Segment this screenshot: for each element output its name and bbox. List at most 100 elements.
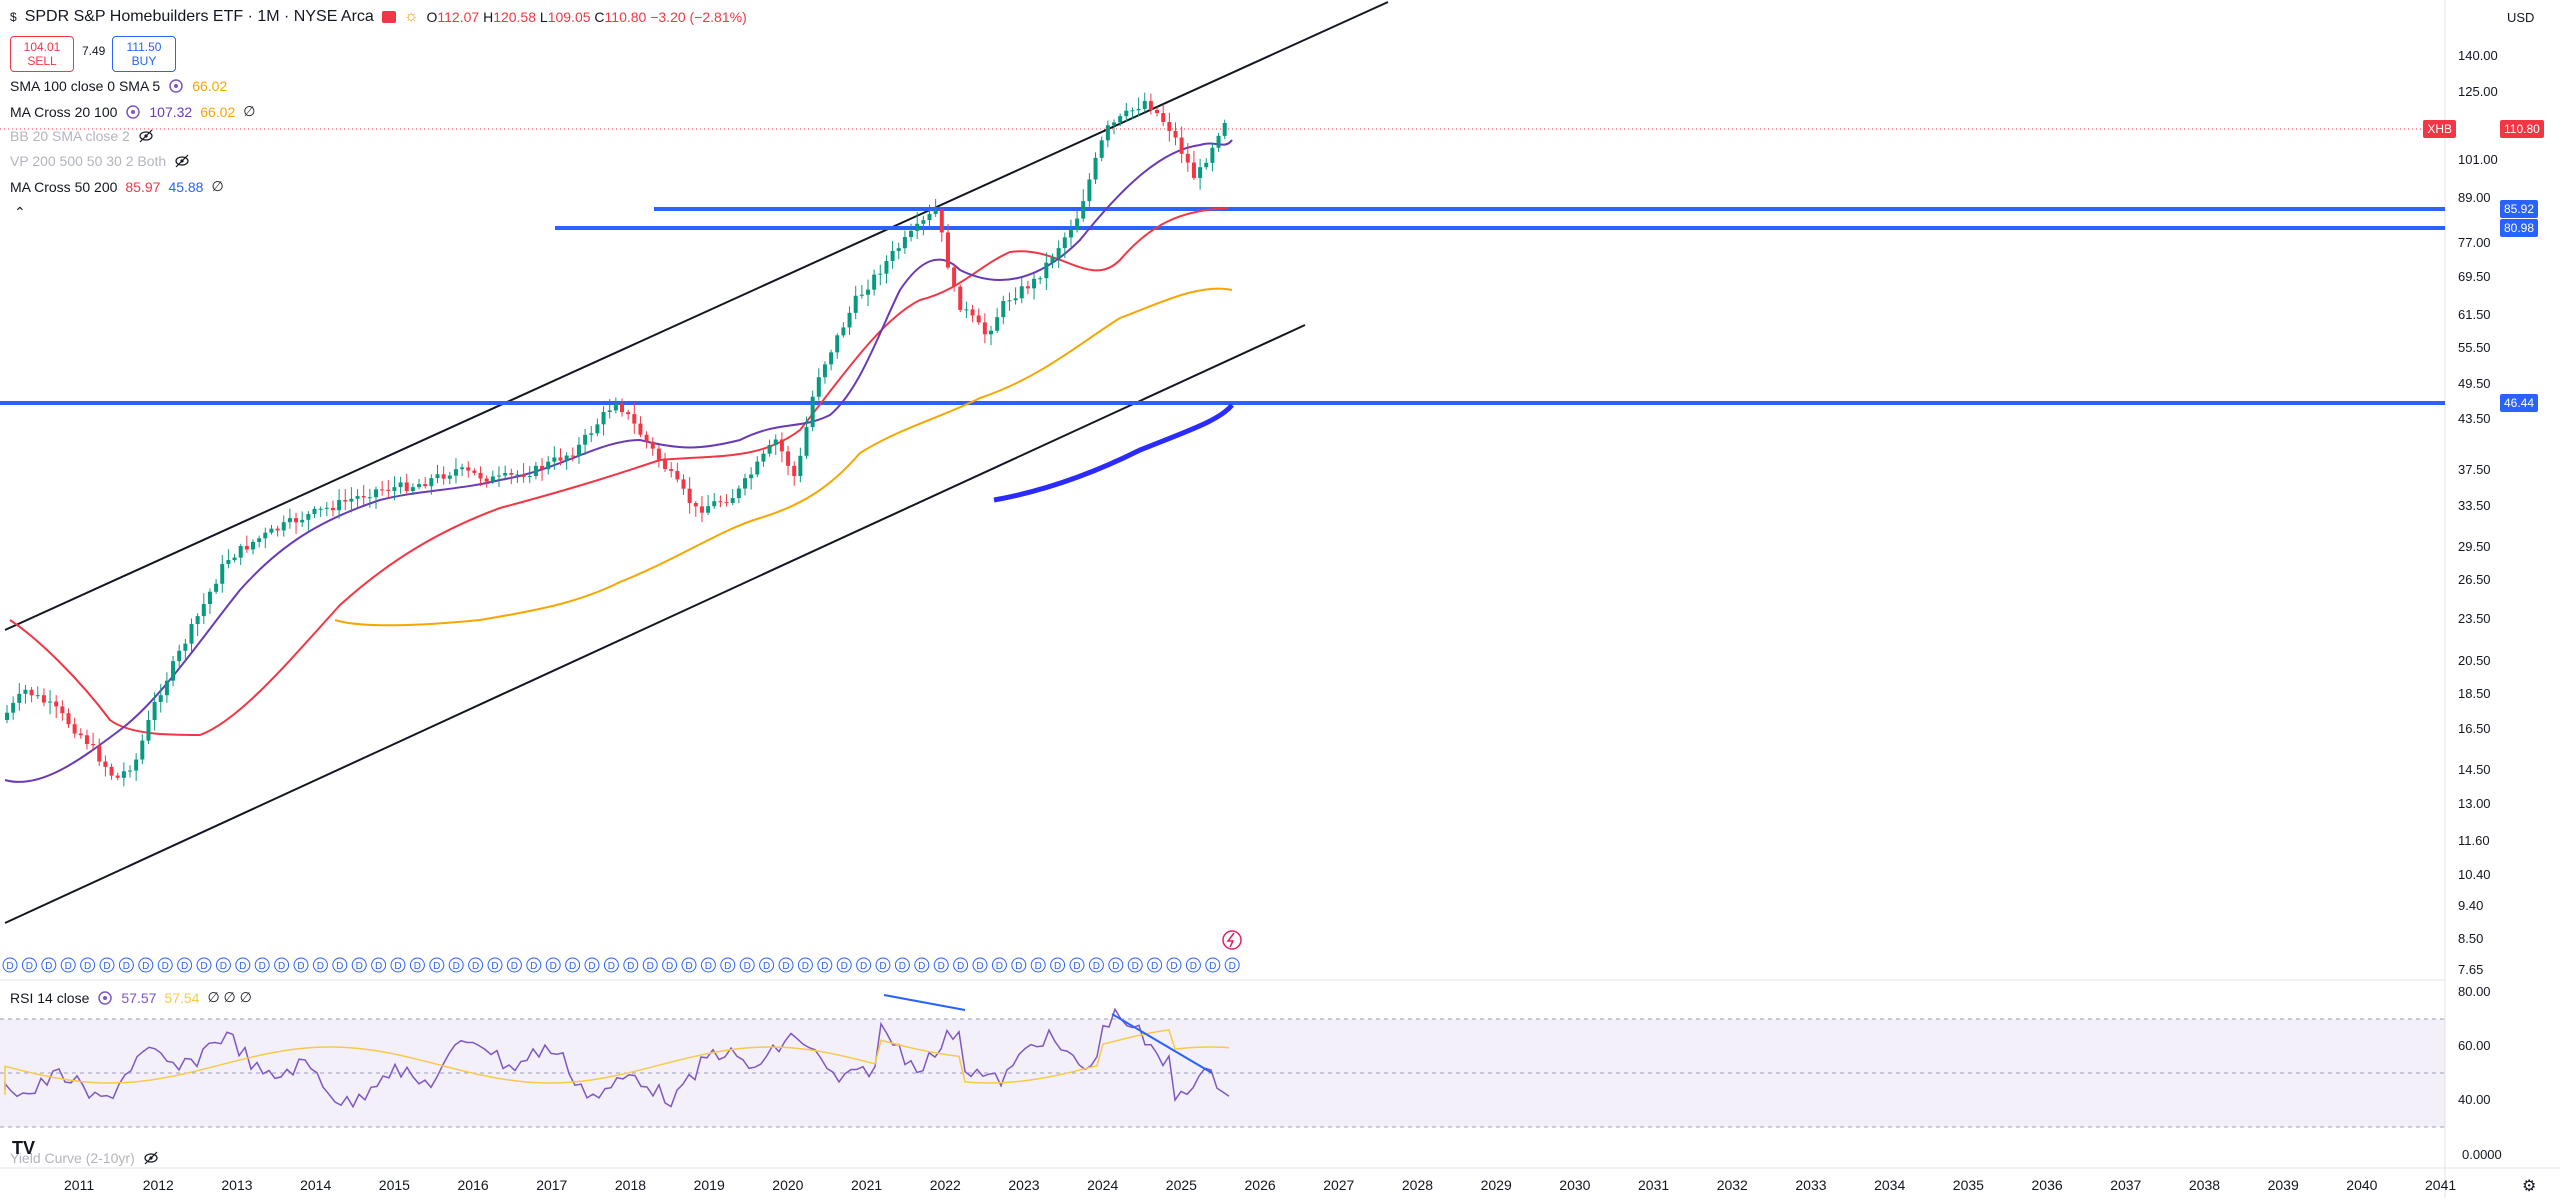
candle-body	[97, 745, 102, 762]
candle-body	[1007, 300, 1012, 302]
candle-body	[1050, 257, 1055, 263]
candle-body	[1130, 110, 1135, 112]
high-value: 120.58	[493, 9, 537, 25]
candle-body	[78, 733, 83, 736]
candle-body	[337, 500, 342, 511]
candle-body	[718, 501, 723, 503]
currency-label[interactable]: USD	[2507, 10, 2535, 25]
indicator-legend-sma100[interactable]: SMA 100 close 0 SMA 5 66.02	[10, 78, 227, 94]
candle-body	[244, 546, 249, 550]
candle-body	[884, 261, 889, 274]
candle-body	[72, 724, 77, 734]
settings-gear-icon[interactable]: ⚙	[2522, 1178, 2537, 1195]
candle-body	[822, 364, 827, 378]
candle-body	[761, 453, 766, 462]
candle-body	[312, 508, 317, 514]
sell-button[interactable]: 104.01 SELL	[10, 36, 74, 72]
year-label: 2030	[1559, 1177, 1591, 1193]
dividend-marker-label: D	[142, 961, 149, 972]
yield-curve-legend[interactable]: Yield Curve (2-10yr)	[10, 1150, 159, 1166]
dividend-marker-icon	[565, 957, 581, 973]
candle-body	[453, 469, 458, 476]
dividend-marker-icon	[506, 957, 522, 973]
dividend-marker-label: D	[162, 961, 169, 972]
indicator-legend-bb[interactable]: BB 20 SMA close 2	[10, 128, 154, 144]
candle-body	[1019, 286, 1024, 299]
rsi-legend[interactable]: RSI 14 close 57.57 57.54 ∅ ∅ ∅	[10, 989, 252, 1006]
candle-body	[435, 474, 440, 479]
candle-body	[404, 482, 409, 492]
dividend-marker-label: D	[1151, 961, 1158, 972]
candle-body	[103, 761, 108, 767]
candle-body	[1118, 116, 1123, 123]
eye-off-icon[interactable]	[138, 128, 154, 144]
year-label: 2041	[2425, 1177, 2457, 1193]
dividend-marker-icon	[157, 957, 173, 973]
candle-body	[201, 603, 206, 617]
indicator-value: 45.88	[168, 178, 204, 195]
collapse-legend-chevron-icon[interactable]: ⌃	[14, 204, 26, 220]
candle-body	[663, 459, 668, 470]
candle-body	[1155, 109, 1160, 114]
candle-body	[915, 223, 920, 231]
candle-body	[521, 474, 526, 477]
dividend-marker-label: D	[1190, 961, 1197, 972]
dividend-marker-label: D	[1112, 961, 1119, 972]
indicator-value: ∅	[243, 103, 256, 119]
candle-body	[607, 410, 612, 412]
rsi-value: 57.57	[121, 989, 157, 1006]
eye-icon[interactable]	[125, 104, 141, 120]
candle-body	[1148, 100, 1153, 110]
dividend-marker-icon	[759, 957, 775, 973]
indicator-legend-macross50[interactable]: MA Cross 50 200 85.97 45.88 ∅	[10, 178, 224, 195]
candle-body	[650, 441, 655, 449]
indicator-name: BB 20 SMA close 2	[10, 128, 130, 144]
flash-icon	[1222, 930, 1242, 950]
dividend-marker-icon	[797, 957, 813, 973]
year-label: 2032	[1716, 1177, 1748, 1193]
eye-off-icon[interactable]	[174, 153, 190, 169]
dividend-marker-label: D	[453, 961, 460, 972]
candle-body	[251, 541, 255, 550]
indicator-name: VP 200 500 50 30 2 Both	[10, 153, 167, 169]
year-label: 2028	[1401, 1177, 1434, 1193]
dividend-marker-label: D	[278, 961, 285, 972]
eye-icon[interactable]	[168, 78, 184, 94]
year-label: 2016	[457, 1177, 489, 1193]
flag-icon[interactable]	[381, 11, 396, 23]
dividend-marker-label: D	[6, 961, 13, 972]
dividend-marker-label: D	[588, 961, 595, 972]
indicator-legend-macross20[interactable]: MA Cross 20 100 107.32 66.02 ∅	[10, 103, 255, 120]
buy-button[interactable]: 111.50 BUY	[112, 36, 176, 72]
candle-body	[423, 484, 428, 487]
channel-upper-line	[4, 1, 1389, 631]
candle-body	[140, 740, 145, 760]
dividend-marker-label: D	[550, 961, 557, 972]
candle-body	[681, 479, 686, 489]
eye-icon[interactable]	[97, 990, 113, 1006]
dividend-marker-label: D	[472, 961, 479, 972]
tradingview-logo[interactable]: TV	[12, 1138, 36, 1158]
dollar-icon: $	[10, 10, 17, 24]
price-axis-label: 16.50	[2458, 721, 2491, 736]
indicator-name: MA Cross 50 200	[10, 178, 118, 195]
price-axis-label: 37.50	[2458, 462, 2491, 477]
dividend-marker-icon	[1147, 957, 1163, 973]
candle-body	[171, 661, 176, 681]
dividend-marker-icon	[778, 957, 794, 973]
candle-body	[669, 469, 674, 471]
year-label: 2034	[1874, 1177, 1906, 1193]
candle-body	[115, 775, 120, 778]
candle-body	[1124, 110, 1129, 117]
dividend-marker-icon	[526, 957, 542, 973]
candle-body	[1167, 122, 1172, 131]
dividend-marker-icon	[409, 957, 425, 973]
year-label: 2027	[1323, 1177, 1355, 1193]
indicator-legend-vp[interactable]: VP 200 500 50 30 2 Both	[10, 153, 190, 169]
candle-body	[11, 702, 16, 713]
dividend-marker-label: D	[1170, 961, 1177, 972]
symbol-title[interactable]: SPDR S&P Homebuilders ETF · 1M · NYSE Ar…	[24, 8, 374, 25]
eye-off-icon[interactable]	[143, 1150, 159, 1166]
candle-body	[1044, 262, 1049, 279]
